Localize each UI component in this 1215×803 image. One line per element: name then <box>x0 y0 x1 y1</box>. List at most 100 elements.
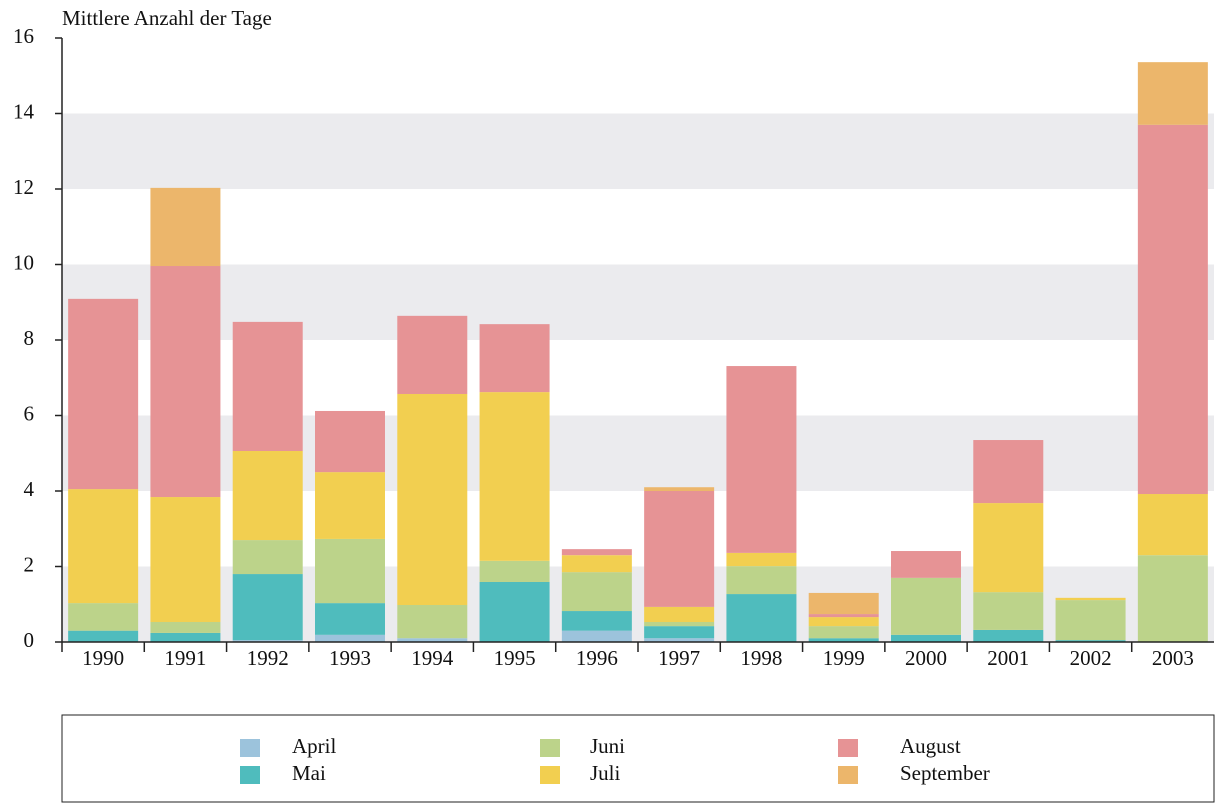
x-tick-label: 1998 <box>740 646 782 670</box>
bar-segment <box>973 440 1044 504</box>
bar-segment <box>150 266 221 498</box>
x-tick-label: 1996 <box>576 646 618 670</box>
bar-segment <box>973 592 1044 630</box>
x-tick-label: 1997 <box>658 646 700 670</box>
legend-swatch <box>838 739 858 757</box>
bar-segment <box>644 621 715 627</box>
legend-box <box>61 714 1215 803</box>
y-tick-label: 10 <box>13 250 34 274</box>
legend-swatch <box>540 739 560 757</box>
bar-segment <box>891 634 961 642</box>
y-tick-label: 16 <box>13 24 34 48</box>
bar-segment <box>232 574 303 641</box>
bar-segment <box>1137 62 1208 125</box>
bar-segment <box>726 594 797 642</box>
y-tick-label: 12 <box>13 175 34 199</box>
x-tick-label: 1991 <box>164 646 206 670</box>
bar-segment <box>315 538 385 604</box>
legend-label: September <box>900 761 990 785</box>
legend-swatch <box>540 766 560 784</box>
bar-segment <box>315 472 385 539</box>
y-tick-label: 2 <box>24 552 35 576</box>
bar-segment <box>973 503 1044 593</box>
y-tick-label: 6 <box>24 401 35 425</box>
x-tick-label: 1990 <box>82 646 124 670</box>
bar-segment <box>891 577 961 635</box>
bar-segment <box>808 617 879 627</box>
legend-label: April <box>292 734 336 758</box>
bar-segment <box>1055 640 1126 642</box>
legend-swatch <box>240 766 260 784</box>
bar-segment <box>644 491 715 607</box>
x-tick-label: 1993 <box>329 646 371 670</box>
y-tick-label: 14 <box>13 99 35 123</box>
legend-label: August <box>900 734 961 758</box>
x-tick-label: 1994 <box>411 646 454 670</box>
bar-segment <box>561 549 632 556</box>
bar-segment <box>561 611 632 631</box>
bar-segment <box>726 366 797 553</box>
bar-segment <box>397 393 468 606</box>
bar-segment <box>232 640 303 642</box>
bar-segment <box>891 551 961 578</box>
bar-segment <box>644 606 715 622</box>
bar-segment <box>808 626 879 639</box>
bar-segment <box>150 621 221 633</box>
bar-segment <box>68 630 139 642</box>
bar-segment <box>808 592 879 615</box>
bar-segment <box>232 540 303 575</box>
bar-segment <box>68 603 139 631</box>
bar-segment <box>315 634 385 642</box>
bar-segment <box>479 392 550 561</box>
bar-segment <box>315 603 385 635</box>
bar-segment <box>644 626 715 639</box>
bar-segment <box>644 638 715 642</box>
bar-segment <box>397 605 468 639</box>
bar-segment <box>808 614 879 618</box>
bar-segment <box>644 487 715 491</box>
x-tick-label: 2003 <box>1152 646 1194 670</box>
y-tick-label: 0 <box>24 628 35 652</box>
bar-segment <box>561 630 632 642</box>
legend-label: Juli <box>590 761 621 785</box>
bar-segment <box>726 566 797 595</box>
bar-segment <box>479 324 550 393</box>
bar-segment <box>808 638 879 642</box>
legend-label: Mai <box>292 761 326 785</box>
bar-segment <box>726 552 797 567</box>
x-tick-label: 2000 <box>905 646 947 670</box>
bar-segment <box>1137 124 1208 495</box>
x-tick-label: 1992 <box>247 646 289 670</box>
y-axis-title: Mittlere Anzahl der Tage <box>62 6 272 30</box>
bar-segment <box>315 410 385 473</box>
y-tick-label: 4 <box>24 477 35 501</box>
legend-label: Juni <box>590 734 625 758</box>
bar-segment <box>1137 494 1208 556</box>
x-tick-label: 1999 <box>823 646 865 670</box>
bar-segment <box>479 581 550 642</box>
bar-segment <box>150 497 221 622</box>
bar-segment <box>1137 555 1208 642</box>
bar-segment <box>561 572 632 612</box>
bar-segment <box>68 489 139 604</box>
bar-segment <box>232 450 303 541</box>
bar-segment <box>397 315 468 394</box>
bar-segment <box>397 638 468 642</box>
grid-band <box>62 113 1214 189</box>
bar-segment <box>1055 597 1126 601</box>
y-tick-label: 8 <box>24 326 35 350</box>
bar-segment <box>561 555 632 573</box>
bar-segment <box>1055 600 1126 641</box>
bar-segment <box>150 187 221 267</box>
bar-segment <box>232 321 303 451</box>
bar-segment <box>973 629 1044 642</box>
bar-segment <box>68 298 139 490</box>
legend-swatch <box>838 766 858 784</box>
legend-swatch <box>240 739 260 757</box>
bar-segment <box>150 632 221 642</box>
x-tick-label: 1995 <box>494 646 536 670</box>
bar-segment <box>479 560 550 582</box>
x-tick-label: 2002 <box>1070 646 1112 670</box>
x-tick-label: 2001 <box>987 646 1029 670</box>
